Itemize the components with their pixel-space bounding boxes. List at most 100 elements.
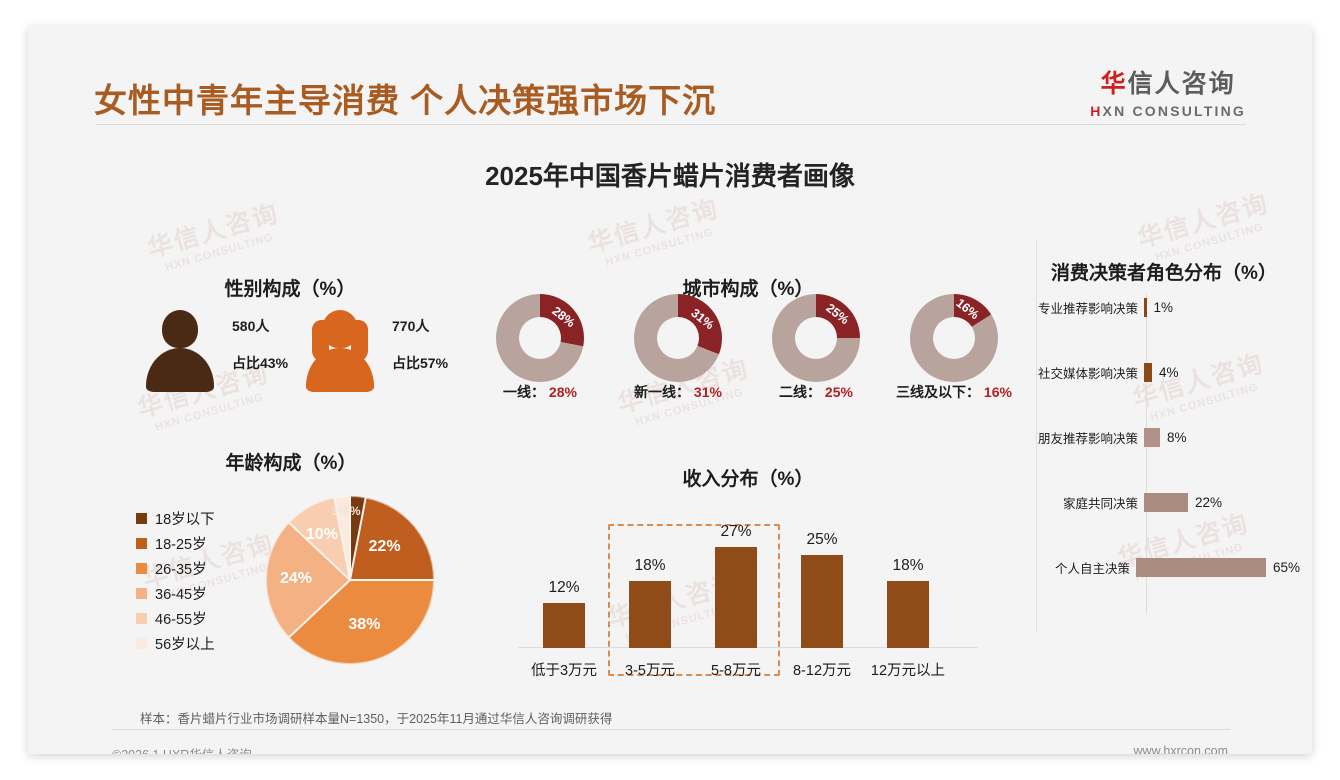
age-legend-item[interactable]: 56岁以上 xyxy=(136,631,215,656)
male-stats: 580人 占比43% xyxy=(232,316,288,390)
age-legend-item[interactable]: 18岁以下 xyxy=(136,506,215,531)
decision-bar-row[interactable]: 专业推荐影响决策 1% xyxy=(1028,294,1300,320)
legend-swatch xyxy=(136,538,147,549)
city-donut-2: 31% 新一线： 31% xyxy=(618,294,738,400)
male-silhouette-icon xyxy=(144,310,216,392)
section-title-decision: 消费决策者角色分布（%） xyxy=(1051,263,1277,284)
income-category-label: 12万元以上 xyxy=(870,663,946,679)
decision-bar[interactable] xyxy=(1144,427,1160,447)
city-donut-1: 28% 一线： 28% xyxy=(480,294,600,400)
decision-bar[interactable] xyxy=(1144,362,1152,382)
donut-caption: 一线： 28% xyxy=(462,382,618,402)
income-bar[interactable] xyxy=(629,580,671,648)
income-bar-column[interactable]: 25% 8-12万元 xyxy=(784,531,860,679)
donut-caption: 新一线： 31% xyxy=(600,382,756,402)
donut-ring: 31% xyxy=(634,294,722,382)
age-legend-item[interactable]: 36-45岁 xyxy=(136,581,215,606)
city-donut-4: 16% 三线及以下： 16% xyxy=(894,294,1014,400)
income-bar[interactable] xyxy=(887,580,929,648)
pie-slice-label: 3% xyxy=(343,504,361,519)
donut-caption-value: 28% xyxy=(545,384,577,400)
brand-logo: 华信人咨询 HXN CONSULTING xyxy=(1090,64,1246,119)
decision-category-label: 专业推荐影响决策 xyxy=(1037,301,1138,316)
income-bar[interactable] xyxy=(801,554,843,648)
gender-composition-group: 580人 占比43% 770人 占比57% xyxy=(124,276,454,392)
panel-divider xyxy=(1036,241,1037,631)
income-bar[interactable] xyxy=(543,603,585,648)
income-bar-value: 27% xyxy=(720,523,752,541)
income-bar-value: 18% xyxy=(634,556,666,574)
income-bar-column[interactable]: 18% 3-5万元 xyxy=(612,557,688,679)
donut-caption-value: 31% xyxy=(690,384,722,400)
income-category-label: 8-12万元 xyxy=(792,663,852,679)
section-title-city: 城市构成（%） xyxy=(682,279,814,300)
income-category-label: 5-8万元 xyxy=(711,663,761,679)
website-text[interactable]: www.hxrcon.com xyxy=(1133,744,1228,754)
decision-category-label: 个人自主决策 xyxy=(1054,561,1130,576)
male-share: 占比43% xyxy=(232,355,289,371)
donut-caption-value: 25% xyxy=(821,384,853,400)
donut-hole xyxy=(657,317,699,359)
section-title-age: 年龄构成（%） xyxy=(225,453,357,474)
income-bar-value: 18% xyxy=(892,556,924,574)
donut-caption: 三线及以下： 16% xyxy=(876,382,1032,402)
city-composition-group: 28% 一线： 28% 31% 新一线： 31% 25% 二线： 25% 16% 三线及以下：… xyxy=(480,294,1025,402)
pie-slice-label: 10% xyxy=(305,526,338,544)
age-legend-item[interactable]: 26-35岁 xyxy=(136,556,215,581)
donut-ring: 25% xyxy=(772,294,860,382)
decision-category-label: 朋友推荐影响决策 xyxy=(1037,431,1138,446)
header-divider xyxy=(96,124,1246,125)
slide-canvas: 华信人咨询 HXN CONSULTING 华信人咨询 HXN CONSULTING … xyxy=(28,26,1312,754)
decision-bar[interactable] xyxy=(1135,557,1266,577)
age-pie-chart: 3% 22% 38% 24% 10% 3% xyxy=(266,496,434,664)
pie-slice-label: 24% xyxy=(280,570,313,587)
decision-bar[interactable] xyxy=(1144,492,1188,512)
income-bar-column[interactable]: 18% 12万元以上 xyxy=(870,557,946,679)
footer-divider xyxy=(112,729,1230,730)
age-composition-group: 18岁以下 18-25岁 26-35岁 36-45岁 46-55岁 56岁以上 3% 22%… xyxy=(136,488,456,668)
income-bar-value: 25% xyxy=(806,530,838,548)
age-legend-item[interactable]: 46-55岁 xyxy=(136,606,215,631)
decision-axis-line xyxy=(1146,294,1147,614)
decision-bar-value: 4% xyxy=(1159,364,1179,380)
logo-accent-char: 华 xyxy=(1100,70,1128,98)
logo-en-accent: H xyxy=(1090,103,1103,119)
pie-slice-label: 3% xyxy=(330,504,349,519)
donut-hole xyxy=(519,317,561,359)
decision-bar[interactable] xyxy=(1144,297,1147,317)
legend-swatch xyxy=(136,513,147,524)
donut-caption-name: 二线： xyxy=(779,384,822,400)
income-bar-column[interactable]: 27% 5-8万元 xyxy=(698,523,774,679)
logo-english-text: HXN CONSULTING xyxy=(1090,103,1246,119)
sample-note: 样本：香片蜡片行业市场调研样本量N=1350，于2025年11月通过华信人咨询调… xyxy=(140,712,613,726)
legend-swatch xyxy=(136,563,147,574)
section-title-income: 收入分布（%） xyxy=(682,469,814,490)
legend-label: 18-25岁 xyxy=(155,537,207,553)
section-title-gender: 性别构成（%） xyxy=(224,279,356,300)
logo-rest-chars: 信人咨询 xyxy=(1127,70,1236,98)
pie-slice-divider xyxy=(350,579,434,581)
decision-bar-value: 1% xyxy=(1153,299,1174,315)
decision-category-label: 社交媒体影响决策 xyxy=(1037,366,1138,381)
female-share: 占比57% xyxy=(392,355,449,371)
decision-bar-row[interactable]: 个人自主决策 65% xyxy=(1028,554,1300,580)
legend-label: 18岁以下 xyxy=(155,512,215,528)
donut-caption-name: 三线及以下： xyxy=(896,384,981,400)
legend-label: 26-35岁 xyxy=(155,562,207,578)
donut-caption-value: 16% xyxy=(980,384,1012,400)
income-bar-column[interactable]: 12% 低于3万元 xyxy=(526,579,602,679)
logo-chinese-text: 华信人咨询 xyxy=(1090,64,1246,100)
decision-category-label: 家庭共同决策 xyxy=(1062,496,1138,511)
page-title: 2025年中国香片蜡片消费者画像 xyxy=(485,161,855,191)
decision-bar-row[interactable]: 社交媒体影响决策 4% xyxy=(1028,359,1300,385)
pie-slice-divider xyxy=(288,579,351,639)
age-legend-item[interactable]: 18-25岁 xyxy=(136,531,215,556)
income-bar[interactable] xyxy=(715,547,757,648)
donut-caption: 二线： 25% xyxy=(738,382,894,402)
decision-bar-row[interactable]: 朋友推荐影响决策 8% xyxy=(1028,424,1300,450)
decision-bar-row[interactable]: 家庭共同决策 22% xyxy=(1028,489,1300,515)
legend-swatch xyxy=(136,613,147,624)
